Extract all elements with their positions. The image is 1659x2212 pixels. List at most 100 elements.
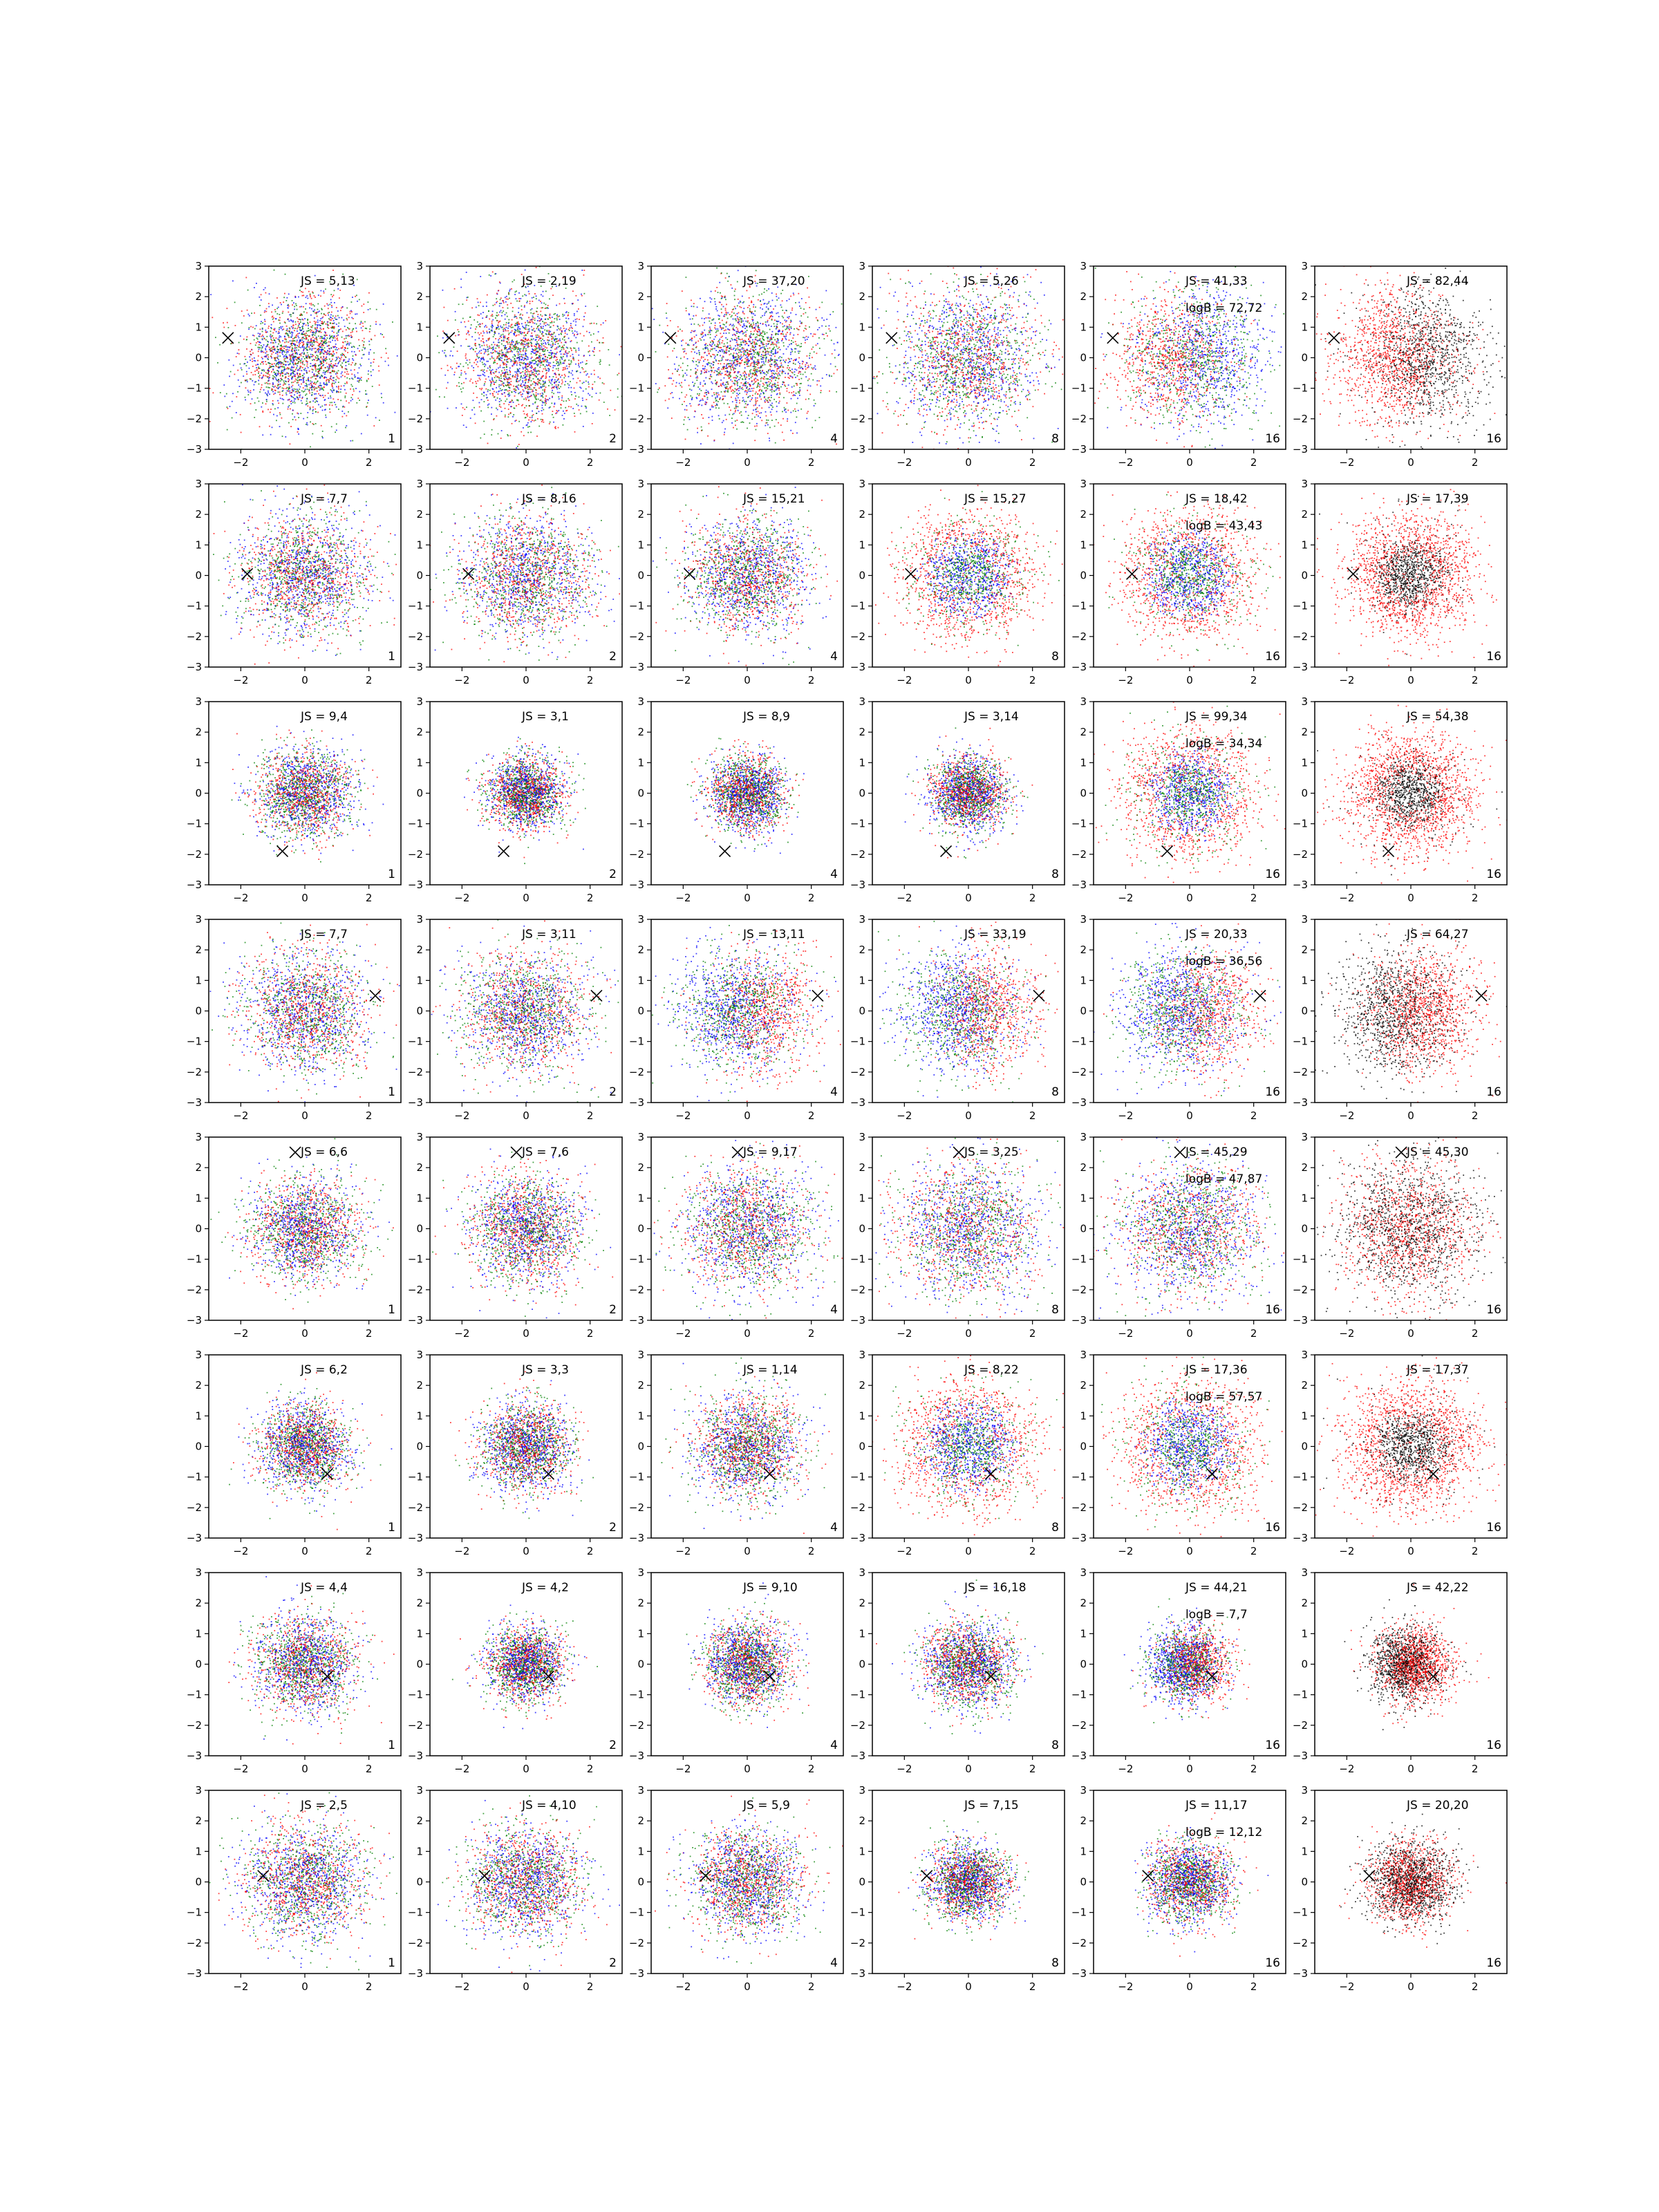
scatter-point bbox=[268, 378, 270, 379]
scatter-point bbox=[246, 379, 247, 381]
scatter-point bbox=[274, 409, 276, 410]
scatter-point bbox=[320, 357, 321, 359]
scatter-point bbox=[309, 349, 310, 350]
scatter-point bbox=[352, 399, 353, 400]
scatter-point bbox=[525, 363, 526, 364]
scatter-point bbox=[526, 302, 527, 303]
scatter-point bbox=[777, 375, 778, 377]
scatter-point bbox=[312, 409, 314, 411]
scatter-point bbox=[258, 371, 259, 373]
scatter-point bbox=[561, 330, 563, 332]
scatter-point bbox=[521, 377, 522, 379]
scatter-point bbox=[510, 406, 512, 407]
scatter-point bbox=[549, 315, 550, 316]
scatter-point bbox=[789, 334, 791, 335]
scatter-point bbox=[321, 313, 322, 315]
scatter-point bbox=[298, 297, 299, 298]
scatter-point bbox=[524, 341, 525, 343]
scatter-point bbox=[284, 342, 285, 344]
scatter-point bbox=[350, 332, 352, 333]
scatter-point bbox=[337, 315, 339, 317]
scatter-point bbox=[710, 301, 711, 303]
scatter-point bbox=[564, 303, 565, 304]
scatter-point bbox=[780, 394, 781, 395]
scatter-point bbox=[301, 400, 302, 402]
scatter-point bbox=[314, 306, 315, 307]
scatter-point bbox=[454, 288, 456, 290]
scatter-point bbox=[494, 362, 496, 364]
scatter-point bbox=[594, 382, 595, 383]
scatter-point bbox=[592, 413, 594, 414]
scatter-point bbox=[475, 332, 476, 333]
scatter-point bbox=[308, 346, 310, 348]
scatter-point bbox=[516, 386, 518, 387]
scatter-point bbox=[694, 324, 695, 325]
scatter-point bbox=[282, 340, 283, 341]
scatter-point bbox=[266, 401, 268, 402]
scatter-point bbox=[279, 394, 281, 395]
scatter-point bbox=[299, 388, 300, 390]
scatter-point bbox=[346, 425, 347, 427]
scatter-point bbox=[500, 365, 501, 366]
scatter-point bbox=[279, 387, 280, 388]
scatter-point bbox=[328, 393, 329, 394]
scatter-point bbox=[772, 384, 774, 385]
scatter-point bbox=[378, 366, 379, 367]
scatter-point bbox=[280, 380, 281, 382]
scatter-point bbox=[274, 393, 276, 394]
scatter-point bbox=[722, 342, 723, 344]
scatter-point bbox=[286, 326, 288, 327]
scatter-point bbox=[489, 390, 491, 391]
scatter-point bbox=[484, 353, 485, 355]
scatter-point bbox=[355, 364, 356, 366]
scatter-point bbox=[263, 389, 265, 391]
scatter-point bbox=[778, 342, 780, 344]
scatter-point bbox=[565, 330, 566, 332]
scatter-point bbox=[527, 382, 529, 383]
scatter-point bbox=[330, 319, 332, 321]
scatter-point bbox=[300, 321, 301, 323]
scatter-point bbox=[332, 405, 333, 406]
scatter-point bbox=[250, 326, 252, 328]
scatter-point bbox=[373, 425, 375, 427]
scatter-point bbox=[490, 275, 491, 276]
scatter-point bbox=[750, 373, 751, 375]
scatter-point bbox=[312, 411, 314, 412]
scatter-point bbox=[499, 404, 500, 405]
scatter-point bbox=[330, 361, 332, 362]
scatter-point bbox=[492, 272, 494, 273]
scatter-point bbox=[507, 349, 508, 350]
scatter-point bbox=[321, 350, 323, 352]
scatter-point bbox=[516, 390, 517, 391]
scatter-point bbox=[326, 417, 327, 418]
scatter-point bbox=[313, 424, 315, 425]
scatter-point bbox=[272, 342, 274, 344]
scatter-point bbox=[518, 353, 519, 355]
scatter-point bbox=[487, 294, 488, 296]
scatter-point bbox=[312, 386, 313, 388]
scatter-point bbox=[329, 350, 330, 352]
scatter-point bbox=[718, 374, 720, 375]
scatter-point bbox=[263, 364, 264, 365]
scatter-point bbox=[534, 346, 535, 347]
scatter-point bbox=[552, 334, 554, 335]
scatter-point bbox=[539, 355, 541, 357]
scatter-point bbox=[297, 365, 298, 366]
scatter-point bbox=[245, 379, 246, 381]
scatter-point bbox=[297, 345, 298, 346]
scatter-point bbox=[328, 315, 329, 316]
scatter-point bbox=[284, 336, 285, 337]
scatter-point bbox=[538, 364, 539, 365]
scatter-point bbox=[567, 348, 568, 349]
scatter-point bbox=[361, 377, 362, 378]
scatter-point bbox=[307, 352, 308, 353]
scatter-point bbox=[341, 386, 342, 387]
scatter-point bbox=[474, 362, 475, 364]
scatter-point bbox=[306, 297, 307, 298]
scatter-point bbox=[518, 328, 520, 330]
scatter-point bbox=[291, 378, 292, 379]
scatter-point bbox=[344, 413, 345, 414]
scatter-point bbox=[550, 326, 552, 328]
scatter-point bbox=[274, 358, 276, 359]
scatter-point bbox=[321, 375, 322, 376]
